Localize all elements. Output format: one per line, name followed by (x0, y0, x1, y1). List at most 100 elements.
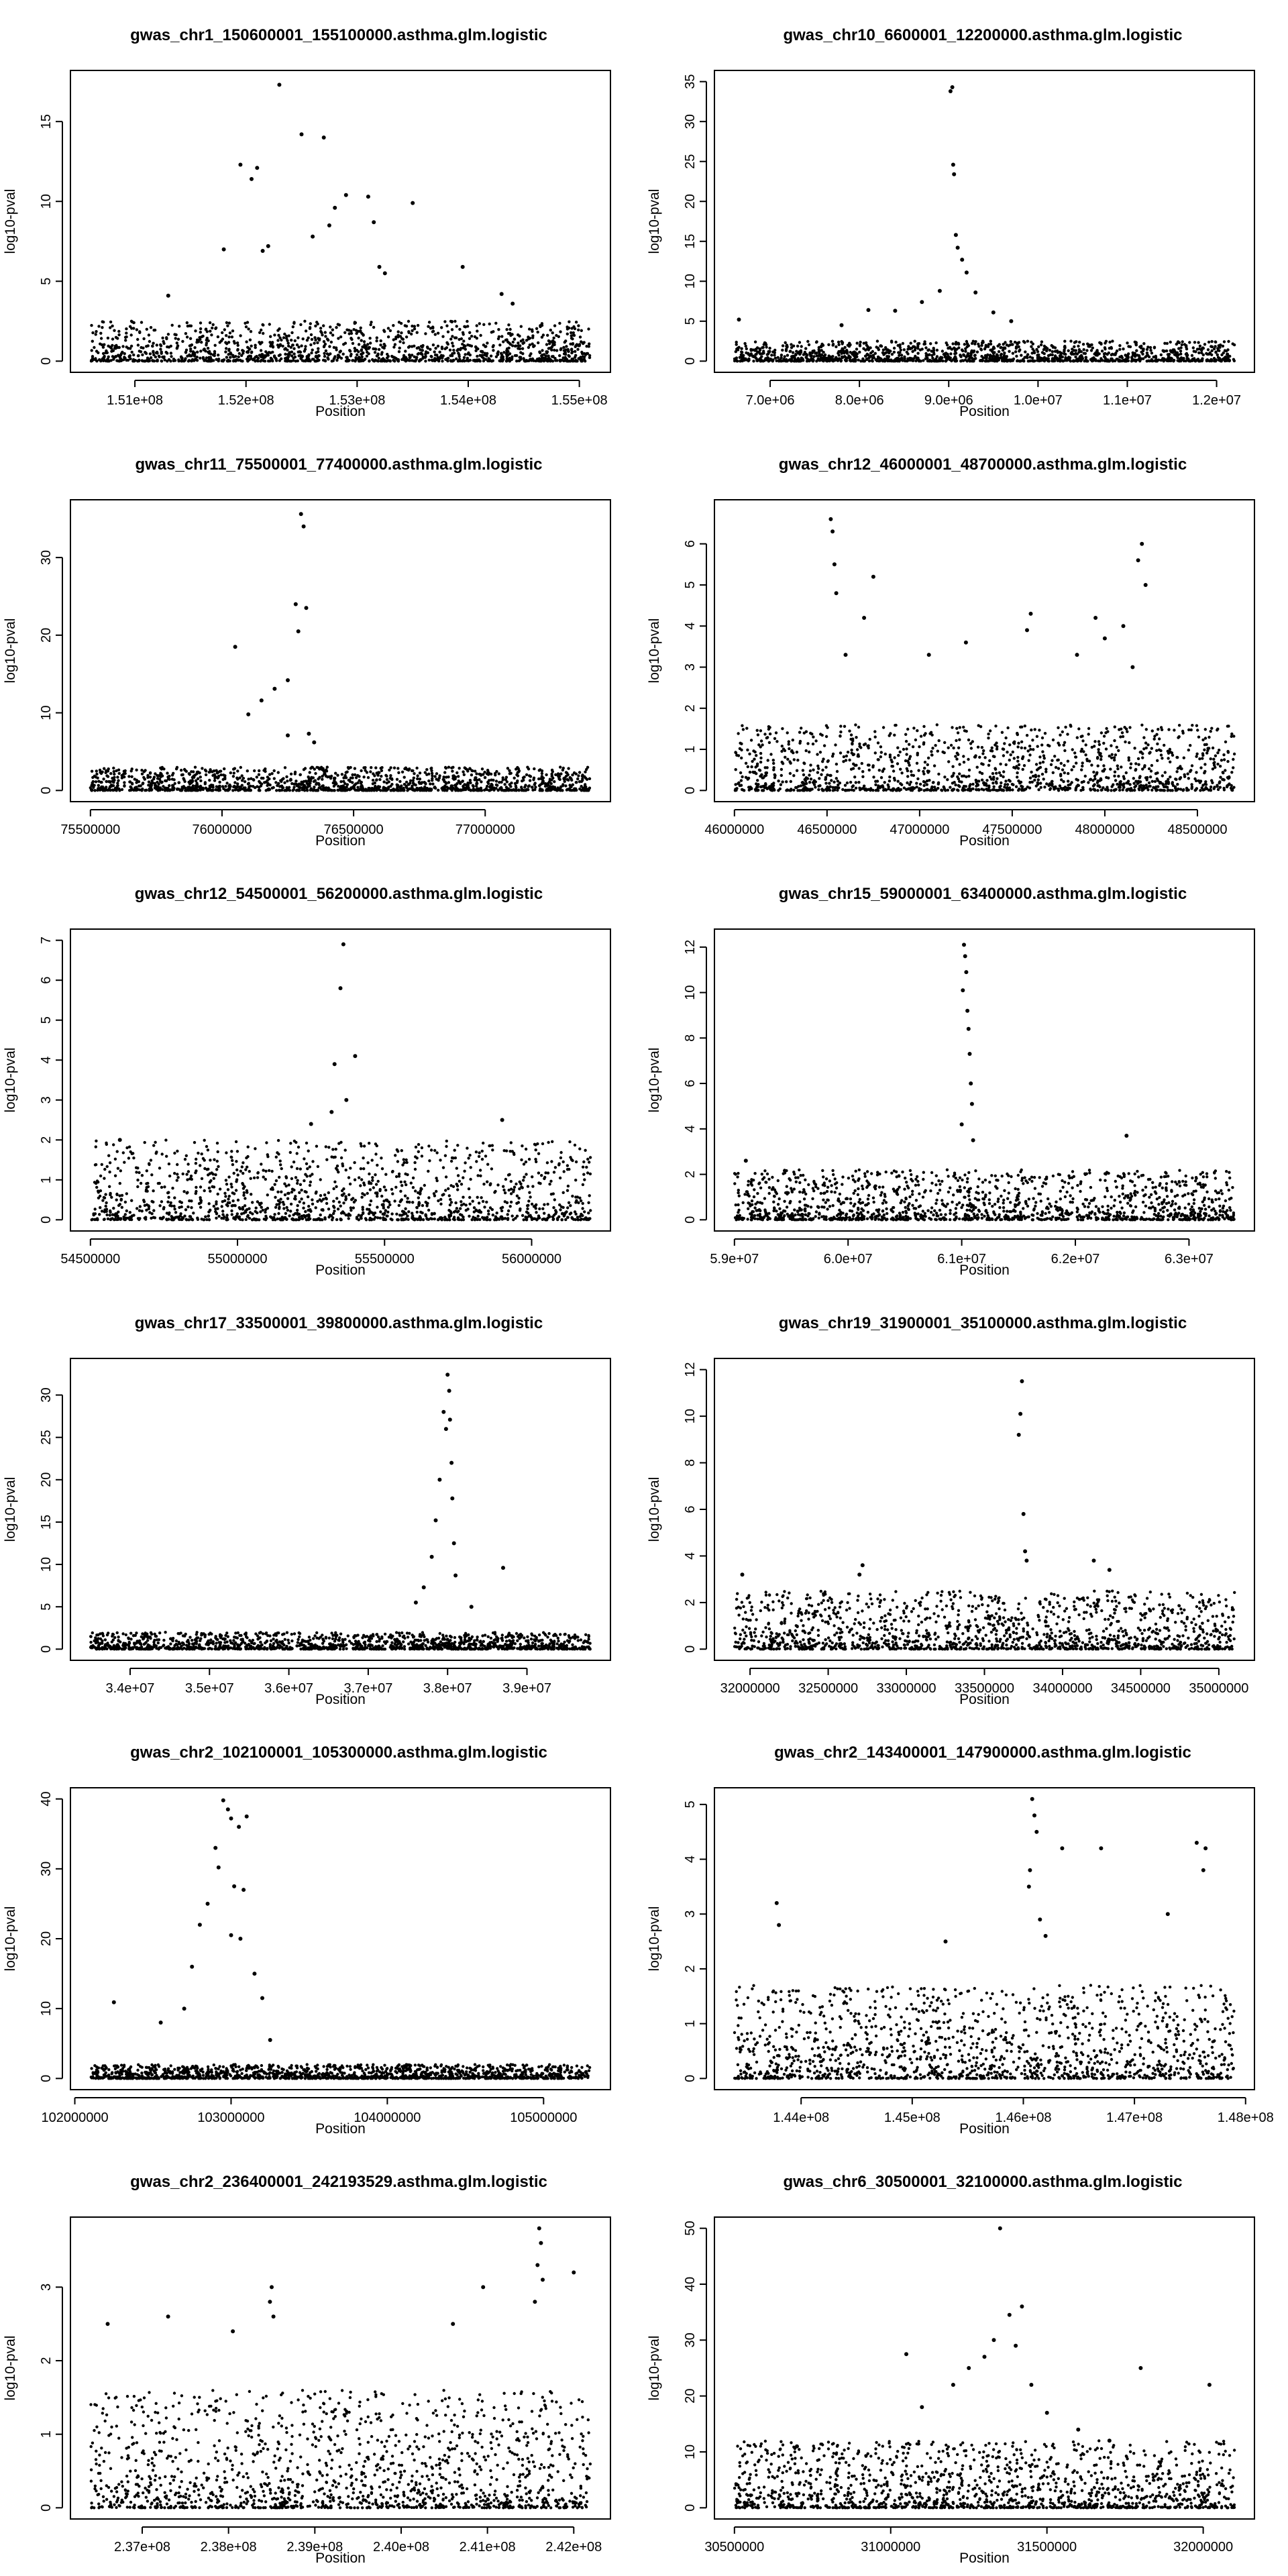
data-point (193, 346, 197, 350)
data-point (393, 360, 396, 363)
data-point (246, 321, 250, 324)
data-point (140, 772, 144, 775)
data-point (916, 753, 919, 757)
data-point (441, 360, 444, 363)
data-point (1200, 359, 1204, 362)
data-point (280, 338, 283, 342)
data-point (1201, 757, 1204, 760)
data-point (845, 348, 849, 352)
data-point (1102, 786, 1105, 790)
data-point (513, 344, 517, 348)
data-point (502, 351, 506, 354)
data-point (360, 349, 363, 352)
data-point (284, 357, 287, 360)
y-axis-label: log10-pval (647, 189, 662, 254)
data-point (250, 777, 253, 780)
data-point (814, 341, 818, 344)
data-point (943, 751, 946, 755)
data-point (218, 788, 222, 792)
data-point (170, 355, 173, 358)
data-point (431, 782, 435, 786)
data-point (429, 782, 432, 786)
data-point (1197, 735, 1201, 739)
data-point (366, 775, 370, 780)
data-point (577, 774, 580, 777)
data-point (525, 788, 528, 792)
data-point (960, 258, 965, 262)
data-point (177, 358, 180, 362)
data-point (451, 360, 454, 363)
data-point (487, 782, 490, 786)
data-point (452, 774, 455, 777)
data-point (466, 325, 470, 328)
data-point (276, 329, 280, 332)
baseline-points (733, 339, 1236, 363)
data-point (744, 761, 748, 765)
data-point (146, 356, 150, 360)
data-point (1077, 344, 1080, 348)
data-point (229, 351, 232, 355)
data-point (159, 766, 162, 770)
data-point (378, 777, 382, 782)
data-point (831, 343, 835, 347)
data-point (1183, 343, 1187, 346)
data-point (543, 784, 547, 788)
chart-panel-4: gwas_chr12_46000001_48700000.asthma.glm.… (647, 455, 1255, 849)
data-point (968, 784, 971, 788)
data-point (764, 343, 768, 347)
data-point (1165, 359, 1169, 362)
data-point (837, 354, 841, 357)
data-point (286, 733, 290, 738)
data-point (513, 782, 517, 786)
data-point (1090, 343, 1093, 347)
data-point (280, 784, 284, 788)
data-point (404, 360, 408, 363)
data-point (368, 360, 371, 363)
data-point (445, 358, 449, 362)
data-point (98, 358, 101, 362)
data-point (339, 356, 343, 360)
plot-frame (714, 70, 1255, 373)
data-point (995, 771, 998, 775)
data-point (930, 750, 933, 753)
data-point (97, 780, 101, 783)
data-point (263, 781, 266, 784)
data-point (450, 328, 454, 331)
plot-frame (70, 70, 611, 373)
data-point (254, 356, 257, 359)
data-point (277, 345, 280, 349)
data-point (486, 352, 489, 356)
data-point (244, 325, 248, 329)
data-point (1073, 341, 1077, 344)
data-point (955, 359, 959, 363)
data-point (329, 774, 333, 778)
data-point (212, 359, 215, 362)
data-point (1087, 733, 1090, 736)
data-point (417, 346, 421, 350)
data-point (329, 340, 333, 344)
data-point (116, 337, 119, 340)
data-point (494, 355, 498, 358)
data-point (141, 353, 144, 357)
data-point (329, 789, 333, 792)
data-point (416, 323, 420, 327)
data-point (321, 774, 324, 778)
data-point (117, 779, 120, 782)
data-point (156, 777, 160, 780)
data-point (343, 782, 347, 786)
data-point (835, 345, 838, 349)
data-point (1095, 349, 1099, 352)
data-point (455, 325, 458, 328)
data-point (500, 360, 504, 363)
data-point (802, 773, 806, 777)
data-point (1002, 775, 1005, 779)
x-tick-label: 1.0e+07 (1014, 393, 1063, 408)
data-point (208, 784, 211, 788)
data-point (155, 343, 158, 347)
data-point (839, 360, 843, 363)
data-point (419, 352, 423, 356)
data-point (1128, 345, 1132, 349)
data-point (131, 782, 134, 786)
data-point (865, 358, 869, 361)
data-point (883, 752, 888, 756)
